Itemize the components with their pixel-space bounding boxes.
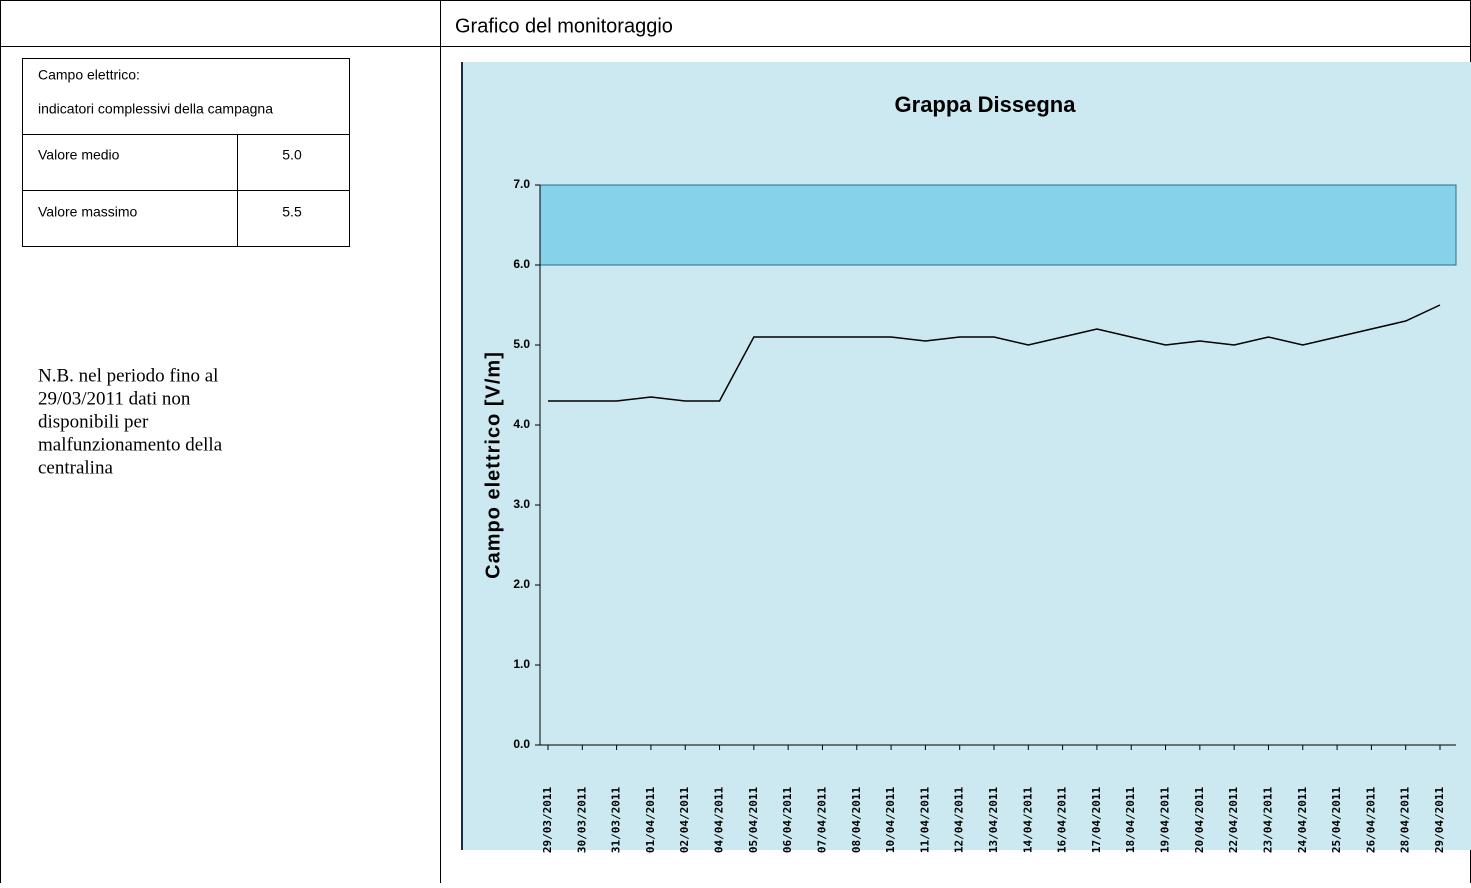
x-tick-label: 29/04/2011 (1433, 787, 1446, 854)
y-tick-label: 5.0 (513, 337, 530, 351)
x-tick-label: 05/04/2011 (747, 787, 760, 854)
x-tick-label: 19/04/2011 (1159, 787, 1172, 854)
x-tick-label: 13/04/2011 (987, 787, 1000, 854)
table-cell: 5.0 (282, 147, 302, 163)
y-tick-label: 7.0 (513, 177, 530, 191)
summary-table (22, 58, 350, 247)
x-tick-label: 30/03/2011 (575, 787, 588, 854)
x-tick-label: 02/04/2011 (678, 787, 691, 854)
chart-title: Grappa Dissegna (895, 92, 1077, 117)
y-tick-label: 6.0 (513, 257, 530, 271)
table-cell: Valore medio (38, 147, 120, 163)
table-title: indicatori complessivi della campagna (38, 101, 273, 117)
note-line: malfunzionamento della (38, 434, 223, 455)
x-tick-label: 07/04/2011 (815, 787, 828, 854)
x-tick-label: 10/04/2011 (884, 787, 897, 854)
x-tick-label: 17/04/2011 (1090, 787, 1103, 854)
table-cell: 5.5 (282, 204, 302, 220)
x-tick-label: 14/04/2011 (1021, 787, 1034, 854)
table-title: Campo elettrico: (38, 67, 140, 83)
x-tick-label: 16/04/2011 (1056, 787, 1069, 854)
section-title: Grafico del monitoraggio (455, 15, 673, 37)
x-tick-label: 04/04/2011 (713, 787, 726, 854)
x-tick-label: 20/04/2011 (1193, 787, 1206, 854)
chart-background (461, 62, 1471, 850)
y-tick-label: 3.0 (513, 497, 530, 511)
y-tick-label: 2.0 (513, 577, 530, 591)
note-line: disponibili per (38, 411, 149, 432)
x-tick-label: 11/04/2011 (918, 787, 931, 854)
x-tick-label: 25/04/2011 (1330, 787, 1343, 854)
x-tick-label: 31/03/2011 (610, 787, 623, 854)
x-tick-label: 06/04/2011 (781, 787, 794, 854)
y-tick-label: 0.0 (513, 737, 530, 751)
chart: Grappa Dissegna Campo elettrico [V/m] 0.0 1… (482, 92, 1457, 854)
note-line: N.B. nel periodo fino al (38, 365, 218, 386)
line-series (548, 304, 1441, 402)
y-tick-label: 1.0 (513, 657, 530, 671)
x-tick-label: 01/04/2011 (644, 787, 657, 854)
x-tick-label: 26/04/2011 (1364, 787, 1377, 854)
x-tick-label: 22/04/2011 (1227, 787, 1240, 854)
x-tick-label: 28/04/2011 (1399, 787, 1412, 854)
shaded-range (539, 184, 1457, 266)
x-tick-label: 29/03/2011 (541, 787, 554, 854)
table-cell: Valore massimo (38, 204, 138, 220)
x-tick-label: 24/04/2011 (1296, 787, 1309, 854)
x-tick-label: 12/04/2011 (953, 787, 966, 854)
x-tick-label: 18/04/2011 (1124, 787, 1137, 854)
note-line: centralina (38, 457, 113, 478)
x-tick-label: 23/04/2011 (1261, 787, 1274, 854)
y-tick-label: 4.0 (513, 417, 530, 431)
note-line: 29/03/2011 dati non (38, 388, 191, 409)
x-tick-label: 08/04/2011 (850, 787, 863, 854)
y-axis-label: Campo elettrico [V/m] (482, 351, 504, 579)
